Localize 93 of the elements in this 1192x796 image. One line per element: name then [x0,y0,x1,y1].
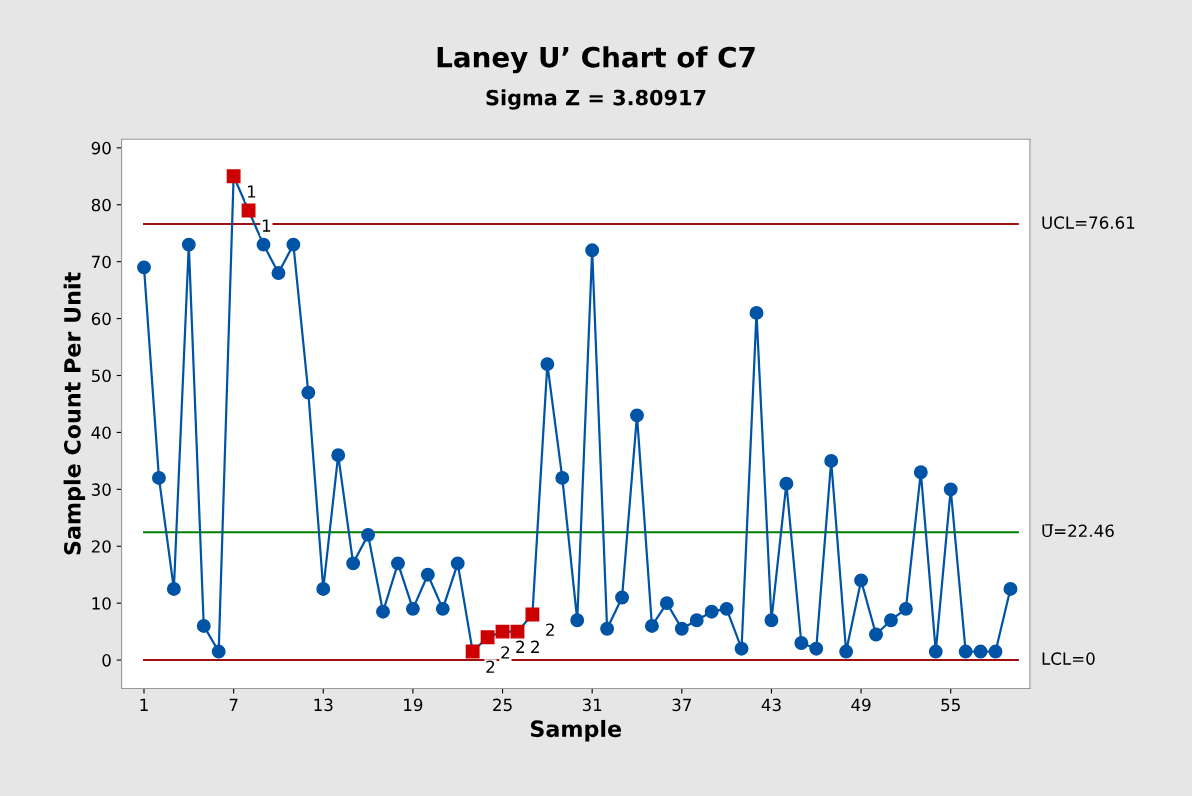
point [495,624,510,639]
x-tick-label: 31 [582,698,602,712]
point [630,408,644,423]
x-tick-label: 43 [761,698,781,712]
point [301,385,316,400]
point [137,260,151,275]
point [361,527,376,542]
point [839,644,854,659]
annotation: 2 [501,646,510,659]
ref-line-label: U̅=22.46 [1042,524,1114,538]
annotation: 2 [546,623,554,636]
point [316,581,331,596]
y-axis-title: Sample Count Per Unit [63,272,86,555]
point [151,471,166,485]
point [226,169,241,184]
x-tick-label: 7 [229,698,238,711]
point [644,618,659,633]
point [555,471,570,485]
point [540,357,555,372]
point [570,613,585,628]
point [764,613,779,628]
point [659,596,674,611]
annotation: 2 [486,660,495,673]
point [928,644,943,659]
point [943,482,958,497]
point [794,636,809,650]
point [869,627,883,642]
point [525,607,540,622]
point [689,613,704,628]
annotation: 1 [262,219,271,232]
point [435,601,450,616]
point [181,237,196,252]
annotation: 1 [247,185,256,198]
point [898,601,913,616]
y-tick-label: 30 [91,483,111,496]
x-tick-label: 1 [140,698,148,711]
point [704,604,719,619]
point [391,556,405,571]
point [958,644,973,659]
point [331,448,346,463]
annotation: 2 [516,640,524,653]
point [674,621,689,636]
y-tick-label: 10 [92,597,111,610]
x-tick-label: 13 [314,698,333,712]
y-tick-label: 50 [91,369,111,383]
point [510,624,525,639]
point [1003,581,1018,596]
y-tick-label: 0 [102,654,111,667]
point [719,601,734,616]
point [286,237,301,252]
chart-title: Laney U’ Chart of C7 [437,46,755,74]
point [166,581,181,596]
point [480,630,495,645]
annotation: 2 [531,640,539,653]
point [450,556,465,571]
x-tick-label: 49 [851,698,871,712]
point [809,641,824,656]
point [824,453,839,468]
point [241,203,256,218]
point [585,243,600,258]
point [734,641,749,656]
x-tick-label: 55 [941,698,960,712]
point [973,644,988,659]
point [615,590,629,605]
point [600,621,615,636]
y-tick-label: 90 [91,141,111,155]
ref-line-label: LCL=0 [1042,652,1095,665]
point [211,644,226,659]
point [465,644,480,659]
point [346,556,361,571]
y-tick-label: 60 [91,312,111,326]
x-tick-label: 37 [672,698,691,712]
point [988,644,1003,659]
point [271,266,286,280]
point [854,573,869,588]
point [779,476,794,491]
point [420,567,435,582]
x-tick-label: 19 [404,698,423,712]
point [256,237,271,252]
y-tick-label: 80 [91,198,111,212]
point [749,305,764,320]
y-tick-label: 40 [91,426,111,439]
point [196,618,211,633]
x-axis-title: Sample [530,719,622,742]
chart-subtitle: Sigma Z = 3.80917 [486,89,706,110]
point [884,613,898,628]
y-tick-label: 70 [92,255,111,269]
point [376,604,390,619]
y-tick-label: 20 [91,540,111,553]
x-tick-label: 25 [493,698,512,712]
point [913,465,928,480]
point [405,601,420,616]
ref-line-label: UCL=76.61 [1042,216,1135,229]
